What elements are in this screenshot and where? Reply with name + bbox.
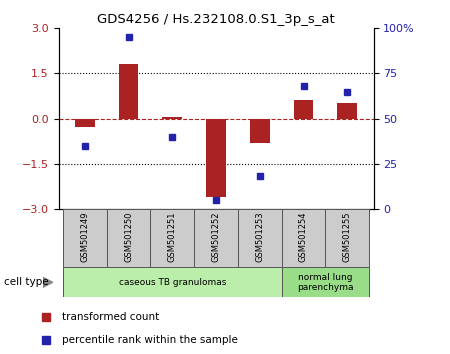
Bar (294, 100, 313, 119)
Text: percentile rank within the sample: percentile rank within the sample (62, 335, 238, 346)
FancyBboxPatch shape (63, 267, 282, 297)
Text: GSM501255: GSM501255 (343, 212, 352, 262)
FancyBboxPatch shape (194, 209, 238, 267)
Text: cell type: cell type (4, 277, 49, 287)
Bar (250, 119, 270, 143)
Text: GSM501254: GSM501254 (299, 212, 308, 262)
Text: transformed count: transformed count (62, 312, 159, 322)
Bar (119, 64, 138, 119)
Polygon shape (43, 277, 53, 287)
FancyBboxPatch shape (150, 209, 194, 267)
FancyBboxPatch shape (282, 209, 325, 267)
Text: normal lung
parenchyma: normal lung parenchyma (297, 273, 354, 292)
Bar (338, 103, 357, 119)
Text: caseous TB granulomas: caseous TB granulomas (118, 278, 226, 287)
Bar (206, 119, 226, 198)
Text: GSM501252: GSM501252 (212, 212, 220, 262)
Title: GDS4256 / Hs.232108.0.S1_3p_s_at: GDS4256 / Hs.232108.0.S1_3p_s_at (97, 13, 335, 26)
FancyBboxPatch shape (107, 209, 150, 267)
FancyBboxPatch shape (282, 267, 369, 297)
FancyBboxPatch shape (63, 209, 107, 267)
FancyBboxPatch shape (325, 209, 369, 267)
FancyBboxPatch shape (238, 209, 282, 267)
Text: GSM501253: GSM501253 (255, 212, 264, 262)
Text: GSM501251: GSM501251 (168, 212, 177, 262)
Text: GSM501249: GSM501249 (80, 212, 89, 262)
Bar (162, 117, 182, 119)
Bar (75, 119, 94, 127)
Text: GSM501250: GSM501250 (124, 212, 133, 262)
